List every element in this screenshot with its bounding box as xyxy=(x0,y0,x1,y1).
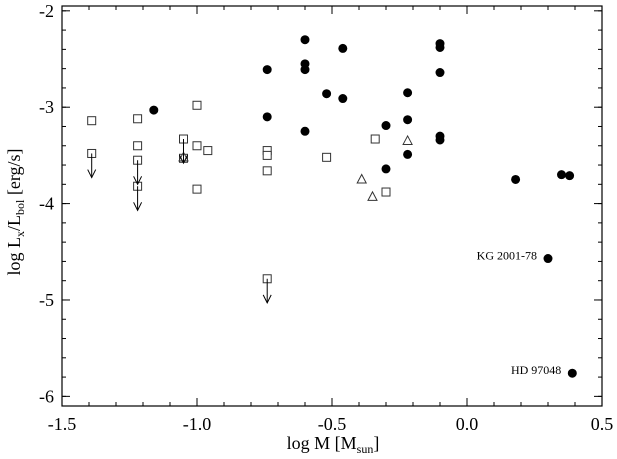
x-tick-label: -1.0 xyxy=(183,414,212,434)
x-tick-label: 0.0 xyxy=(456,414,479,434)
point-annotation: HD 97048 xyxy=(511,363,561,377)
filled-circle-point xyxy=(511,174,521,184)
filled-circle-point xyxy=(338,94,348,104)
filled-circle-point xyxy=(435,68,445,78)
filled-circle-point xyxy=(149,105,159,115)
y-axis-label: log Lx/Lbol [erg/s] xyxy=(4,149,27,276)
filled-circle-point xyxy=(322,89,332,99)
filled-circle-point xyxy=(300,35,310,45)
open-square-point xyxy=(262,166,272,176)
open-square-point xyxy=(262,150,272,160)
filled-circle-point xyxy=(557,170,566,180)
points-layer xyxy=(87,35,577,378)
filled-circle-point xyxy=(435,42,445,52)
annotations: KG 2001-78 HD 97048 xyxy=(477,249,562,378)
upper-limit-arrow-head xyxy=(87,169,97,179)
upper-limit-arrow-head xyxy=(262,294,272,304)
filled-circle-point xyxy=(262,112,272,122)
open-triangle-point xyxy=(367,190,378,201)
upper-limit-arrows xyxy=(87,139,272,304)
x-tick-label: -1.5 xyxy=(48,414,77,434)
open-square-point xyxy=(192,184,202,194)
open-square-point xyxy=(370,134,380,144)
open-triangle-point xyxy=(356,173,368,184)
y-tick-label: -5 xyxy=(39,290,54,310)
open-square-point xyxy=(87,116,97,126)
upper-limit-arrow-head xyxy=(133,202,143,212)
filled-circle-point xyxy=(300,65,310,75)
filled-circle-point xyxy=(381,121,391,131)
open-square-point xyxy=(133,141,143,151)
x-tick-label: -0.5 xyxy=(318,414,347,434)
filled-circle-point xyxy=(567,368,577,378)
ticks-layer xyxy=(61,6,603,406)
filled-circle-point xyxy=(403,88,413,98)
x-axis-label: log M [Msun] xyxy=(287,433,380,456)
y-tick-label: -4 xyxy=(39,194,54,214)
y-tick-label: -3 xyxy=(39,97,54,117)
open-square-point xyxy=(322,152,332,162)
y-tick-label: -2 xyxy=(39,1,54,21)
open-square-point xyxy=(381,187,391,197)
filled-circle-point xyxy=(262,65,272,75)
point-annotation: KG 2001-78 xyxy=(477,249,537,263)
open-triangle-point xyxy=(402,134,413,145)
x-tick-label: 0.5 xyxy=(591,414,614,434)
filled-circle-point xyxy=(338,43,348,53)
filled-circle-point xyxy=(403,115,413,125)
open-square-point xyxy=(192,141,202,151)
filled-circle-point xyxy=(403,149,413,159)
filled-circle-point xyxy=(300,126,310,136)
filled-circle-point xyxy=(381,164,391,174)
upper-limit-arrow-head xyxy=(179,154,188,165)
open-square-point xyxy=(203,146,213,156)
filled-circle-point xyxy=(565,171,575,181)
plot-frame xyxy=(61,5,603,407)
y-tick-label: -6 xyxy=(39,386,54,406)
upper-limit-arrow-head xyxy=(133,176,143,186)
open-square-point xyxy=(192,100,202,110)
tick-labels: -1.5 -1.0 -0.5 0.0 0.5 -6 -5 -4 -3 -2 xyxy=(39,1,613,434)
filled-circle-point xyxy=(543,254,553,264)
filled-circle-point xyxy=(435,135,445,145)
open-square-point xyxy=(133,114,143,124)
